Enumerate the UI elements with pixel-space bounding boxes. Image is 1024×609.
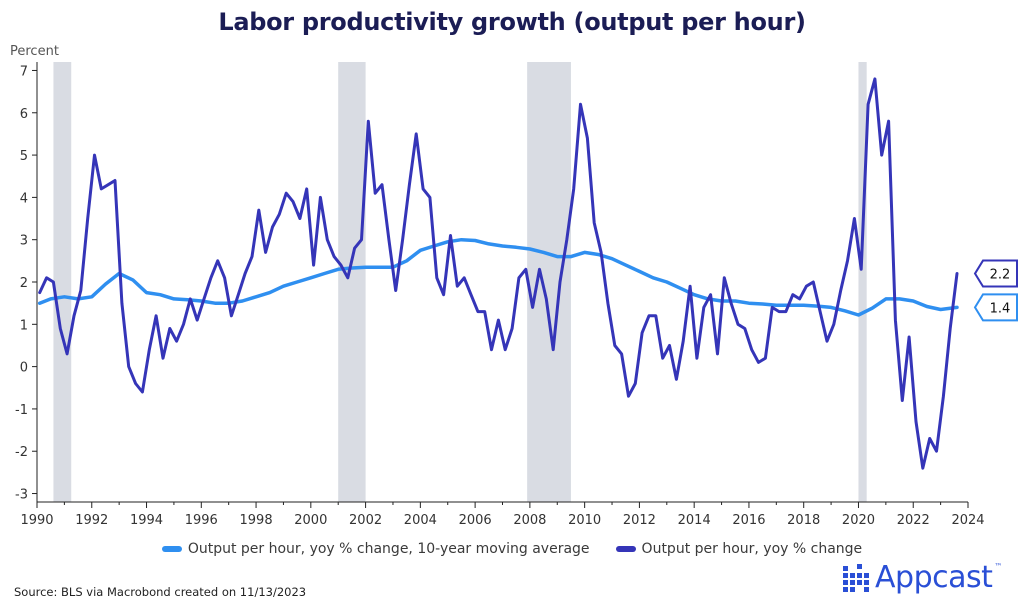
- x-tick-label-1996: 1996: [185, 513, 218, 528]
- y-tick-label-2: 2: [20, 276, 28, 291]
- source-note: Source: BLS via Macrobond created on 11/…: [14, 585, 307, 599]
- x-tick-label-2008: 2008: [513, 513, 546, 528]
- x-tick-label-2006: 2006: [459, 513, 492, 528]
- y-axis-title: Percent: [10, 44, 59, 59]
- recession-bands: [53, 62, 867, 502]
- end-label-series-0: 1.4: [973, 293, 1018, 322]
- y-tick-label-1: 1: [20, 318, 28, 333]
- legend-swatch-moving-average: [161, 546, 182, 552]
- x-tick-label-2012: 2012: [623, 513, 656, 528]
- y-tick-label-7: 7: [20, 64, 28, 79]
- x-tick-label-2004: 2004: [404, 513, 437, 528]
- appcast-dots-logo-icon: [843, 563, 869, 592]
- x-tick-label-2002: 2002: [349, 513, 382, 528]
- line-chart: Percent -3 -2 -1 0 1 2 3 4 5 6 7 1990 1992 1994 1996 199…: [10, 44, 1018, 528]
- end-label-text-1: 2.2: [990, 268, 1011, 283]
- x-tick-label-2022: 2022: [897, 513, 930, 528]
- legend-label-yoy: Output per hour, yoy % change: [641, 541, 863, 557]
- end-label-text-0: 1.4: [990, 301, 1011, 316]
- end-label-box-0: [973, 293, 1018, 322]
- y-tick-label-5: 5: [20, 149, 28, 164]
- series-lines: [37, 77, 959, 470]
- x-tick-label-1992: 1992: [75, 513, 108, 528]
- brand-name: Appcast: [875, 560, 993, 595]
- end-label-series-1: 2.2: [973, 259, 1018, 288]
- recession-band-2: [527, 62, 571, 502]
- y-tick-label-3: 3: [20, 234, 28, 249]
- legend: Output per hour, yoy % change, 10-year m…: [0, 541, 1024, 557]
- chart-title: Labor productivity growth (output per ho…: [218, 8, 806, 36]
- end-label-box-1: [973, 259, 1018, 288]
- x-tick-label-2016: 2016: [732, 513, 765, 528]
- recession-band-1: [338, 62, 366, 502]
- legend-item-yoy: Output per hour, yoy % change: [615, 541, 863, 557]
- brand-trademark: ™: [994, 562, 1003, 571]
- end-labels: 1.4 2.2: [973, 259, 1018, 322]
- axes: Percent -3 -2 -1 0 1 2 3 4 5 6 7 1990 1992 1994 1996 199…: [10, 44, 985, 528]
- legend-item-moving-average: Output per hour, yoy % change, 10-year m…: [161, 541, 590, 557]
- brand-logo: Appcast ™: [843, 560, 1002, 595]
- x-tick-label-2020: 2020: [842, 513, 875, 528]
- x-tick-label-2018: 2018: [787, 513, 820, 528]
- x-tick-label-2000: 2000: [294, 513, 327, 528]
- x-tick-label-2010: 2010: [568, 513, 601, 528]
- y-tick-label-0: 0: [20, 361, 28, 376]
- y-tick-label--1: -1: [15, 403, 28, 418]
- x-tick-label-1990: 1990: [20, 513, 53, 528]
- legend-swatch-yoy: [615, 546, 636, 552]
- recession-band-3: [858, 62, 867, 502]
- x-tick-label-1998: 1998: [240, 513, 273, 528]
- y-tick-label--2: -2: [15, 445, 28, 460]
- y-tick-label--3: -3: [15, 488, 28, 503]
- recession-band-0: [53, 62, 72, 502]
- series-line-1: [38, 77, 959, 470]
- legend-label-moving-average: Output per hour, yoy % change, 10-year m…: [187, 541, 590, 557]
- x-tick-label-2024: 2024: [951, 513, 984, 528]
- y-tick-label-4: 4: [20, 191, 28, 206]
- y-tick-label-6: 6: [20, 107, 28, 122]
- x-tick-label-1994: 1994: [130, 513, 163, 528]
- x-tick-label-2014: 2014: [678, 513, 711, 528]
